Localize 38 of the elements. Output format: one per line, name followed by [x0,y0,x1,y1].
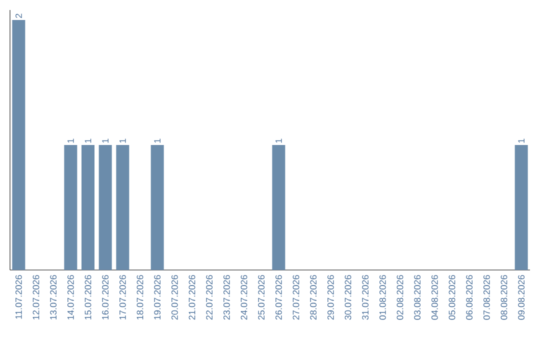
x-tick-label: 30.07.2026 [344,275,352,320]
x-tick-label: 19.07.2026 [154,275,161,320]
data-label: 1 [518,138,524,143]
x-tick-label: 01.08.2026 [379,275,386,320]
data-label: 2 [15,14,22,18]
x-tick-label: 09.08.2026 [518,275,525,320]
x-tick-label: 11.07.2026 [15,275,22,319]
data-label: 1 [276,138,282,143]
x-tick-label: 17.07.2026 [119,275,126,320]
x-tick-label: 24.07.2026 [240,275,248,320]
x-tick-label: 12.07.2026 [32,275,40,320]
x-tick-label: 26.07.2026 [275,275,282,320]
data-label: 1 [154,138,160,143]
data-label: 1 [120,138,126,143]
x-tick-label: 06.08.2026 [466,275,473,320]
x-tick-label: 27.07.2026 [292,275,300,320]
x-tick-label: 05.08.2026 [448,275,456,320]
x-tick-label: 21.07.2026 [188,275,196,320]
x-tick-label: 20.07.2026 [171,275,178,320]
x-tick-label: 25.07.2026 [258,275,265,320]
data-label: 1 [102,138,108,143]
x-tick-label: 29.07.2026 [327,275,334,320]
data-label: 1 [84,138,92,143]
x-tick-label: 04.08.2026 [431,275,438,320]
x-tick-label: 07.08.2026 [483,275,490,320]
x-tick-label: 03.08.2026 [414,275,421,320]
x-tick-label: 16.07.2026 [102,275,109,320]
x-tick-label: 28.07.2026 [310,275,317,320]
x-tick-label: 18.07.2026 [136,275,144,320]
x-tick-label: 08.08.2026 [500,275,508,320]
data-label: 1 [68,138,74,143]
x-tick-label: 13.07.2026 [50,275,57,320]
x-tick-label: 31.07.2026 [362,275,369,320]
x-tick-label: 22.07.2026 [206,275,213,320]
x-tick-label: 14.07.2026 [67,275,74,320]
x-tick-label: 02.08.2026 [396,275,404,320]
x-tick-label: 23.07.2026 [223,275,230,320]
x-tick-label: 15.07.2026 [84,275,92,320]
